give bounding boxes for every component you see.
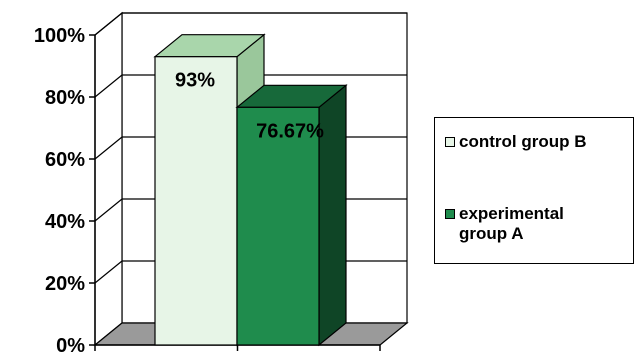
gridline <box>94 74 407 98</box>
y-tick-label: 20% <box>45 273 85 295</box>
y-tick-label: 100% <box>34 25 85 47</box>
bar-front <box>154 56 238 346</box>
y-tick-label: 0% <box>56 335 85 354</box>
y-tick-labels: 0% 20% 40% 60% 80% 100% <box>34 25 85 354</box>
legend-label-experimental: experimental group A <box>459 204 564 244</box>
legend-item-experimental-group-a: experimental group A <box>445 204 564 244</box>
legend-swatch-experimental <box>445 209 455 219</box>
legend-swatch-control <box>445 137 455 147</box>
data-labels: 93% 76.67% <box>175 70 324 143</box>
legend-label-control-line1: control group B <box>459 132 587 151</box>
legend-item-control-group-b: control group B <box>445 132 586 152</box>
data-label: 76.67% <box>256 120 324 142</box>
bars <box>153 33 348 347</box>
y-tick-label: 40% <box>45 211 85 233</box>
legend: control group B experimental group A <box>434 117 634 264</box>
bar-front <box>236 106 320 346</box>
side-wall <box>94 11 123 347</box>
data-label: 93% <box>175 70 215 92</box>
legend-label-experimental-line1: experimental <box>459 204 564 223</box>
gridline <box>94 12 407 36</box>
legend-label-control: control group B <box>459 132 586 152</box>
y-tick-label: 80% <box>45 87 85 109</box>
legend-label-experimental-line2: group A <box>459 224 524 243</box>
bar-experimental-group-a <box>235 84 348 347</box>
y-tick-label: 60% <box>45 149 85 171</box>
